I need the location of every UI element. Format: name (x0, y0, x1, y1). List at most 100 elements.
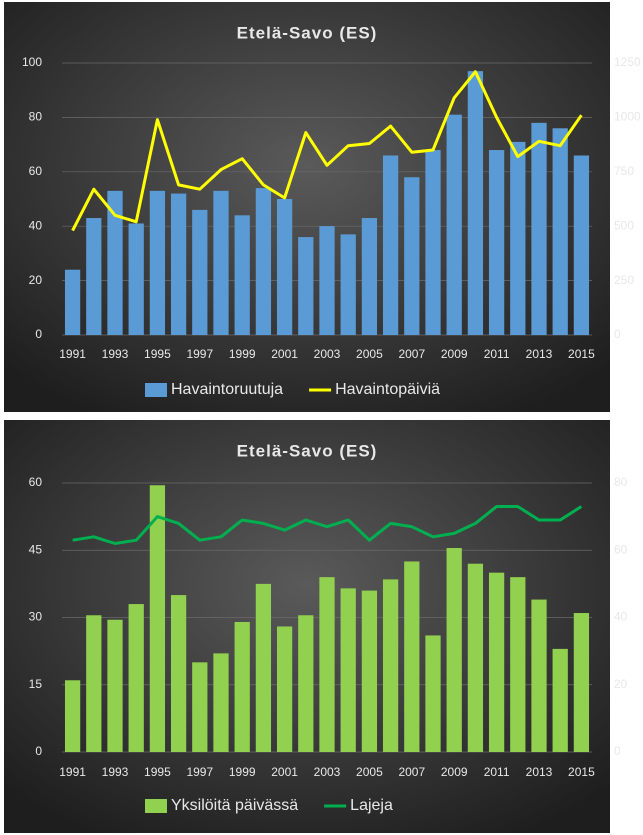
x-tick-label: 2013 (526, 765, 553, 779)
x-tick-label: 1997 (186, 347, 213, 361)
bar (255, 583, 272, 752)
bar (531, 599, 547, 752)
y-tick-label: 40 (29, 218, 43, 232)
y2-tick-label: 1000 (614, 110, 641, 124)
bar (446, 114, 462, 336)
bar (531, 122, 547, 335)
legend-label: Havaintopäiviä (335, 381, 440, 398)
line (71, 70, 583, 232)
x-tick-label: 1999 (229, 765, 256, 779)
bar (488, 150, 505, 335)
x-tick-label: 2009 (441, 765, 468, 779)
y2-tick-label: 40 (614, 610, 628, 624)
y-tick-label: 0 (35, 327, 42, 341)
bar (86, 615, 102, 752)
bar (276, 626, 293, 752)
bar (552, 648, 568, 752)
bar (298, 237, 314, 335)
bar (467, 563, 484, 752)
x-tick-label: 2007 (398, 765, 425, 779)
x-tick-label: 2007 (398, 347, 425, 361)
bar (467, 71, 484, 335)
x-tick-label: 2015 (568, 347, 595, 361)
bar (107, 190, 123, 335)
line (72, 505, 583, 545)
x-tick-label: 1993 (102, 347, 129, 361)
bar (573, 613, 590, 752)
bar (213, 190, 229, 335)
bar (170, 595, 187, 752)
bar (382, 579, 399, 752)
chart-title: Etelä-Savo (ES) (237, 23, 378, 42)
x-tick-label: 2001 (271, 765, 298, 779)
y2-tick-label: 0 (614, 744, 621, 758)
x-tick-label: 1995 (144, 765, 171, 779)
x-tick-label: 2005 (356, 347, 383, 361)
y2-tick-label: 500 (614, 218, 634, 232)
legend-swatch (145, 799, 167, 813)
x-tick-label: 1997 (186, 765, 213, 779)
x-tick-label: 2013 (526, 347, 553, 361)
bar (573, 155, 590, 335)
legend-label: Havaintoruutuja (171, 381, 283, 398)
bar (361, 218, 378, 335)
x-tick-label: 2003 (314, 347, 341, 361)
bar (170, 193, 187, 335)
bar (319, 226, 335, 335)
y-tick-label: 15 (29, 677, 43, 691)
bar (192, 209, 208, 335)
legend-label: Yksilöitä päivässä (171, 797, 298, 814)
bar (192, 662, 208, 752)
y2-tick-label: 1250 (614, 55, 641, 69)
panel-background (4, 2, 610, 412)
bar (64, 680, 81, 752)
bar (234, 215, 250, 335)
bar (361, 590, 378, 752)
bar (319, 577, 335, 752)
x-tick-label: 2009 (441, 347, 468, 361)
x-tick-label: 2001 (271, 347, 298, 361)
y2-tick-label: 250 (614, 273, 634, 287)
bar (382, 155, 399, 335)
bar (128, 223, 144, 335)
x-tick-label: 1993 (102, 765, 129, 779)
y2-tick-label: 20 (614, 677, 628, 691)
y-tick-label: 20 (29, 273, 43, 287)
y-tick-label: 60 (29, 475, 43, 489)
y-tick-label: 80 (29, 110, 43, 124)
legend-label: Lajeja (350, 797, 393, 814)
bar (510, 141, 526, 335)
y2-tick-label: 80 (614, 475, 628, 489)
bar (404, 561, 420, 752)
bar (488, 572, 505, 752)
bar (64, 269, 81, 335)
bar (255, 188, 272, 335)
y-tick-label: 60 (29, 164, 43, 178)
y-tick-label: 0 (35, 744, 42, 758)
legend-swatch (145, 383, 167, 397)
x-tick-label: 2011 (484, 347, 510, 361)
x-tick-label: 1991 (59, 347, 86, 361)
x-tick-label: 1999 (229, 347, 256, 361)
bar (552, 128, 568, 335)
bar (107, 619, 123, 752)
y-tick-label: 45 (29, 542, 43, 556)
x-tick-label: 2003 (314, 765, 341, 779)
x-tick-label: 2011 (484, 765, 510, 779)
x-tick-label: 1995 (144, 347, 171, 361)
bar (446, 548, 462, 752)
x-tick-label: 1991 (59, 765, 86, 779)
bar (425, 635, 441, 752)
bar (234, 621, 250, 752)
x-tick-label: 2015 (568, 765, 595, 779)
bar (128, 604, 144, 752)
bar (404, 177, 420, 335)
bar (425, 150, 441, 335)
bar (86, 218, 102, 335)
bar (276, 199, 293, 335)
bar (298, 615, 314, 752)
y2-tick-label: 750 (614, 164, 634, 178)
bar (149, 190, 166, 335)
bar (213, 653, 229, 752)
y2-tick-label: 60 (614, 542, 628, 556)
